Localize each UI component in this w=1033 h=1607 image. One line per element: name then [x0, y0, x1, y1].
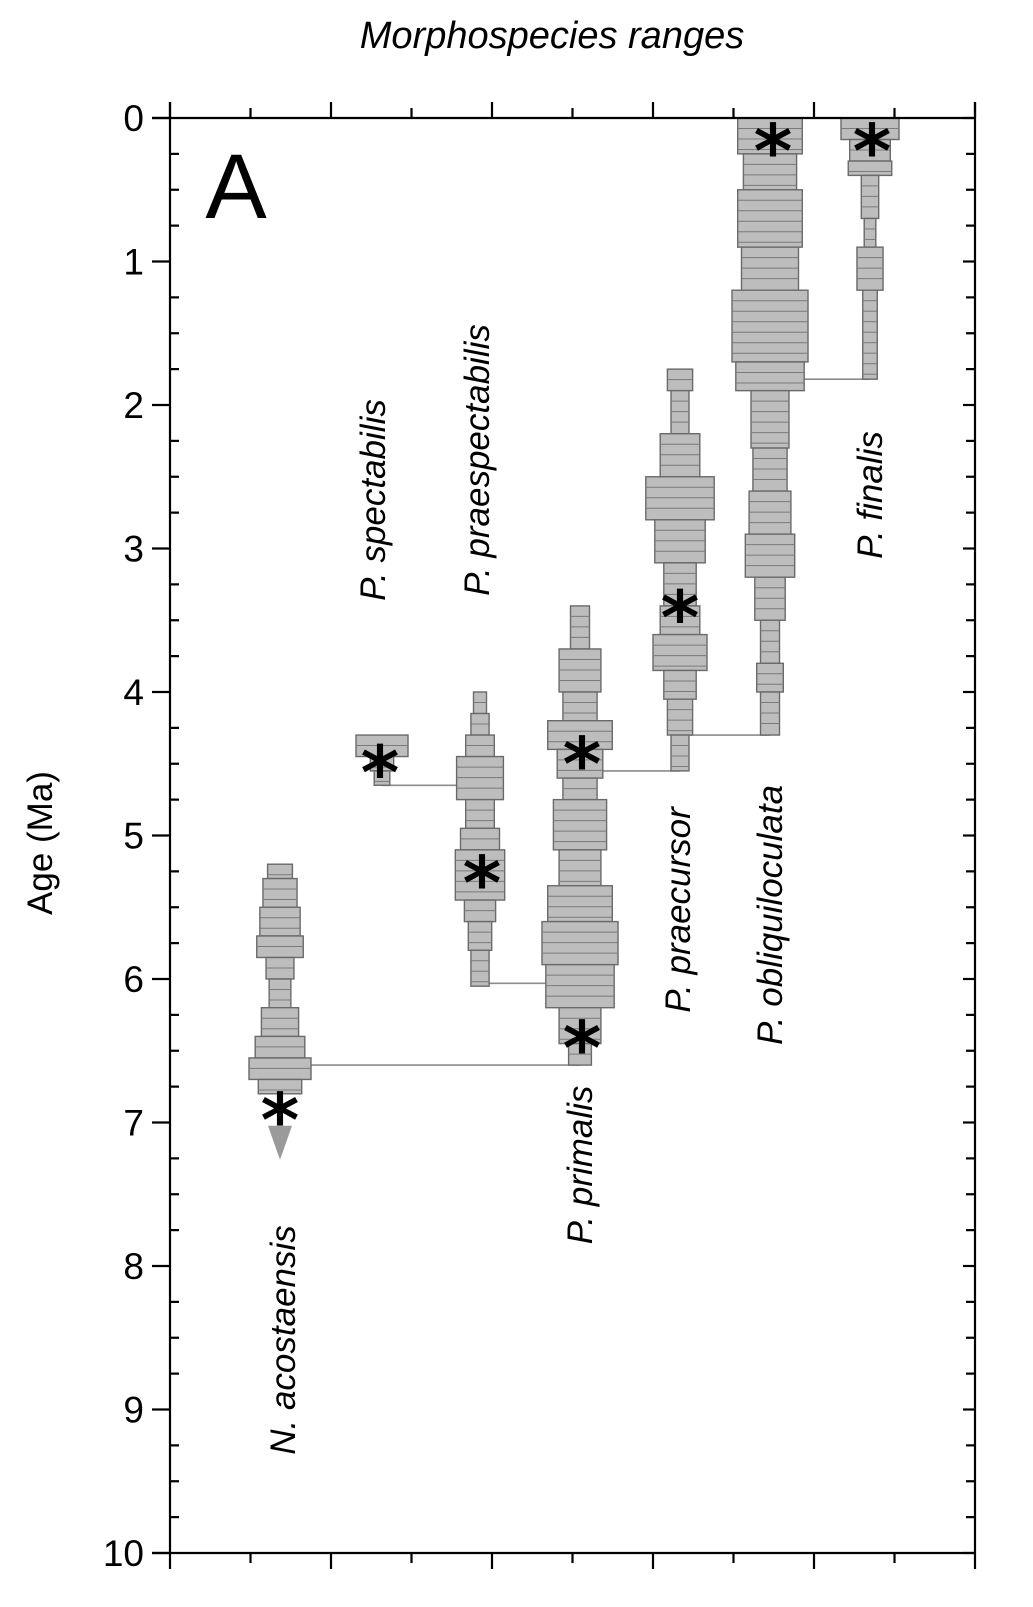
y-tick-label: 4 — [123, 672, 144, 713]
older-range-arrow — [268, 1125, 292, 1160]
species-label: P. finalis — [851, 431, 890, 559]
species-range — [840, 117, 900, 380]
range-segment — [562, 691, 598, 722]
species-label: P. obliquiloculata — [751, 785, 790, 1045]
sample-star-marker: * — [261, 1078, 300, 1164]
range-segment — [742, 153, 798, 191]
range-segment — [659, 605, 701, 636]
species-label: P. primalis — [561, 1086, 600, 1245]
panel-label: A — [205, 136, 267, 238]
range-segment — [744, 533, 796, 578]
y-tick-label: 8 — [123, 1246, 144, 1287]
range-segment — [666, 698, 694, 736]
y-axis-label: Age (Ma) — [21, 771, 60, 915]
y-tick-label: 1 — [123, 242, 144, 283]
range-segment — [556, 748, 604, 779]
range-segment — [756, 662, 785, 693]
plot-frame: 0 1 2 3 4 5 6 7 8 9 10 — [103, 98, 977, 1574]
range-segment — [455, 755, 505, 801]
range-segment — [558, 648, 602, 693]
range-segment — [754, 576, 786, 621]
range-segment — [262, 877, 298, 908]
sample-star-marker: * — [853, 109, 892, 195]
range-segment — [731, 289, 809, 363]
y-tick-label: 5 — [123, 816, 144, 857]
species-label: P. praespectabilis — [458, 324, 497, 596]
range-segment — [547, 885, 614, 923]
species-range — [248, 863, 312, 1160]
range-segment — [759, 691, 781, 736]
range-segment — [862, 289, 878, 380]
y-tick-label: 10 — [103, 1533, 144, 1574]
range-segment — [659, 433, 701, 478]
range-segment — [670, 734, 690, 772]
sample-star-marker: * — [361, 731, 400, 817]
y-tick-label: 9 — [123, 1390, 144, 1431]
range-segment — [748, 490, 792, 535]
range-segment — [569, 605, 591, 650]
range-segment — [545, 963, 615, 1009]
range-segment — [752, 447, 788, 492]
sample-markers: * * * * * * * * — [261, 109, 892, 1164]
species-label: N. acostaensis — [264, 1225, 303, 1455]
y-tick-label: 6 — [123, 959, 144, 1000]
range-segment — [268, 978, 292, 1009]
species-range — [645, 368, 715, 772]
species-label: P. praecursor — [659, 806, 698, 1013]
range-segment — [541, 920, 619, 966]
range-segment — [670, 389, 690, 435]
range-segment — [470, 949, 490, 987]
species-labels: N. acostaensis P. spectabilis P. praespect… — [264, 324, 890, 1455]
species-range — [454, 691, 506, 987]
range-segment — [645, 476, 715, 521]
species-label: P. spectabilis — [354, 399, 393, 601]
y-tick-label: 2 — [123, 385, 144, 426]
species-range — [541, 605, 619, 1066]
sample-star-marker: * — [754, 109, 793, 195]
range-segment — [654, 519, 706, 564]
chart-title: Morphospecies ranges — [360, 15, 744, 57]
range-segment — [266, 863, 294, 880]
sample-star-marker: * — [463, 841, 502, 927]
range-segment — [558, 849, 602, 887]
range-segment — [759, 619, 781, 664]
range-segment — [737, 189, 804, 248]
range-segment — [856, 246, 884, 291]
sample-star-marker: * — [661, 576, 700, 662]
range-segment — [750, 389, 790, 449]
y-tick-label: 3 — [123, 529, 144, 570]
species-ranges — [248, 117, 900, 1160]
range-segment — [547, 720, 614, 751]
range-segment — [740, 246, 800, 291]
sample-star-marker: * — [563, 722, 602, 808]
y-tick-label: 0 — [123, 98, 144, 139]
species-range — [355, 734, 409, 786]
range-segment — [465, 798, 496, 830]
range-segment — [260, 1007, 300, 1038]
range-segment — [863, 217, 877, 248]
sample-star-marker: * — [563, 1006, 602, 1092]
range-segment — [259, 906, 301, 937]
range-segment — [663, 669, 697, 700]
species-range — [731, 117, 809, 736]
range-segment — [735, 361, 805, 392]
y-tick-label: 7 — [123, 1103, 144, 1144]
